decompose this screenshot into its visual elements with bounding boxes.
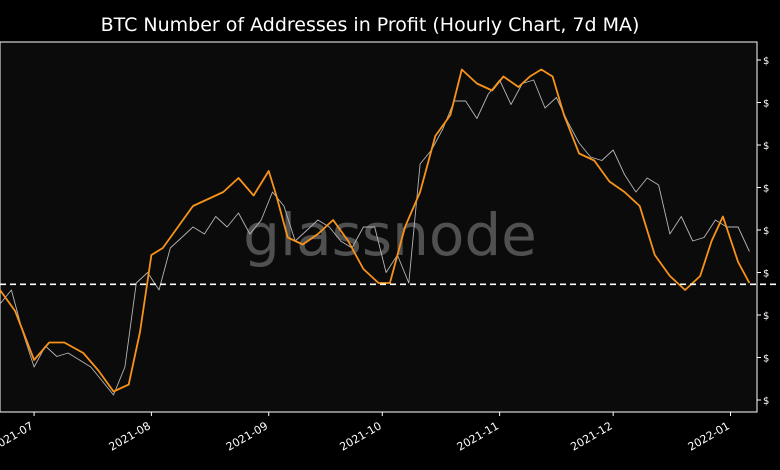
series-line-hourly: [0, 79, 750, 396]
y-tick-label: $: [763, 226, 769, 237]
watermark-text: glassnode: [243, 201, 537, 269]
y-tick-label: $: [763, 141, 769, 152]
plot-area: [0, 41, 758, 413]
series-layer: [0, 68, 751, 396]
y-tick-label: $: [763, 269, 769, 280]
y-tick-label: $: [763, 99, 769, 110]
y-axis: $ $ $ $ $ $ $ $ $: [757, 56, 769, 407]
series-line-ma: [0, 68, 751, 393]
y-tick-label: $: [763, 56, 769, 67]
chart-title: BTC Number of Addresses in Profit (Hourl…: [101, 14, 640, 36]
y-tick-label: $: [763, 311, 769, 322]
y-tick-label: $: [763, 396, 769, 407]
y-tick-label: $: [763, 184, 769, 195]
y-tick-label: $: [763, 354, 769, 365]
